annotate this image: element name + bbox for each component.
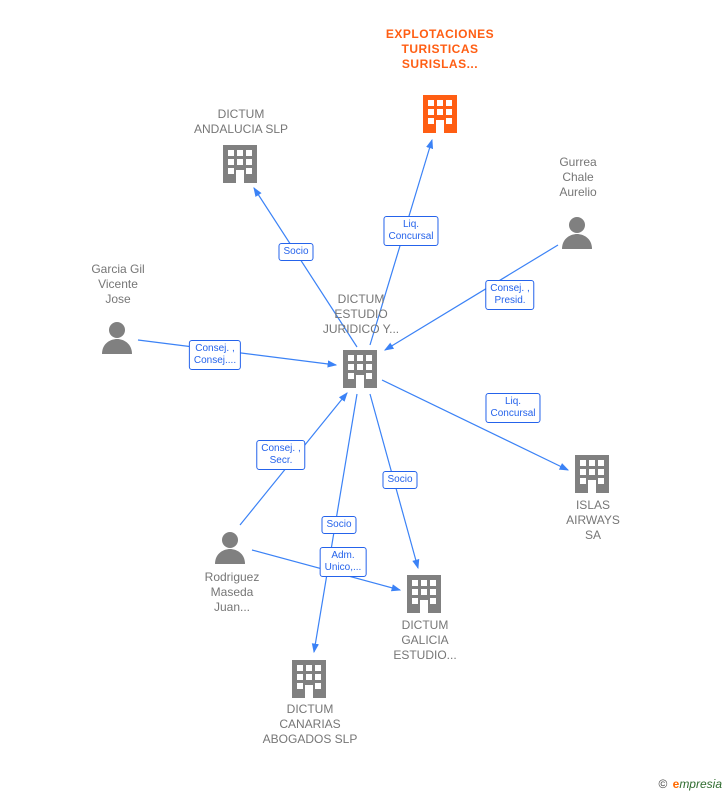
node-label-explotaciones[interactable]: EXPLOTACIONES TURISTICAS SURISLAS... — [386, 27, 494, 72]
node-label-dictum-galicia[interactable]: DICTUM GALICIA ESTUDIO... — [393, 618, 456, 663]
copyright: © empresia — [658, 777, 722, 791]
edge-label[interactable]: Socio — [321, 516, 356, 534]
node-label-dictum-andalucia[interactable]: DICTUM ANDALUCIA SLP — [194, 107, 288, 137]
building-icon[interactable] — [575, 455, 609, 493]
person-icon[interactable] — [562, 217, 592, 249]
copyright-symbol: © — [658, 777, 667, 791]
node-label-dictum-estudio[interactable]: DICTUM ESTUDIO JURIDICO Y... — [323, 292, 399, 337]
building-icon[interactable] — [407, 575, 441, 613]
edge-label[interactable]: Socio — [278, 243, 313, 261]
node-label-garcia[interactable]: Garcia Gil Vicente Jose — [91, 262, 144, 307]
edge-label[interactable]: Liq. Concursal — [383, 216, 438, 246]
edge-line — [382, 380, 568, 470]
graph-canvas — [0, 0, 728, 795]
node-label-rodriguez[interactable]: Rodriguez Maseda Juan... — [205, 570, 260, 615]
edge-label[interactable]: Liq. Concursal — [485, 393, 540, 423]
building-icon[interactable] — [292, 660, 326, 698]
building-icon[interactable] — [223, 145, 257, 183]
brand-rest: mpresia — [679, 777, 722, 791]
edge-label[interactable]: Consej. , Secr. — [256, 440, 305, 470]
building-icon[interactable] — [343, 350, 377, 388]
node-label-gurrea[interactable]: Gurrea Chale Aurelio — [559, 155, 596, 200]
edge-label[interactable]: Consej. , Consej.... — [189, 340, 241, 370]
edge-label[interactable]: Socio — [382, 471, 417, 489]
building-icon[interactable] — [423, 95, 457, 133]
edge-label[interactable]: Consej. , Presid. — [485, 280, 534, 310]
person-icon[interactable] — [102, 322, 132, 354]
person-icon[interactable] — [215, 532, 245, 564]
node-label-islas[interactable]: ISLAS AIRWAYS SA — [566, 498, 620, 543]
edge-label[interactable]: Adm. Unico,... — [320, 547, 367, 577]
node-label-dictum-canarias[interactable]: DICTUM CANARIAS ABOGADOS SLP — [263, 702, 358, 747]
